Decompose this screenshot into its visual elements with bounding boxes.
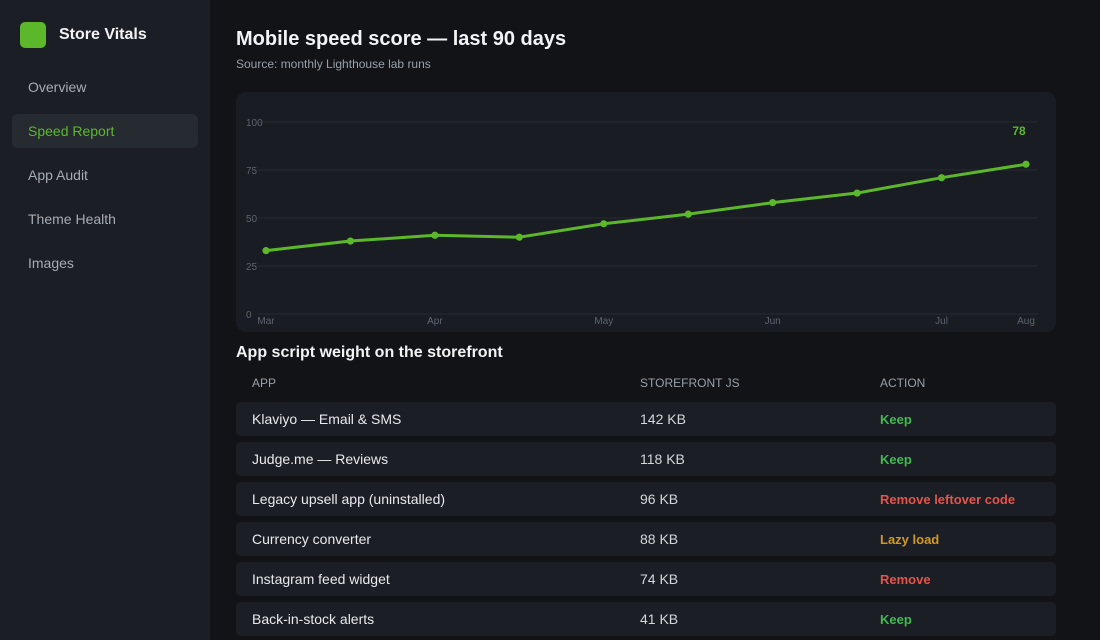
storefront-js-cell: 96 KB <box>640 491 679 507</box>
app-name-cell: Instagram feed widget <box>252 571 390 587</box>
action-cell[interactable]: Lazy load <box>880 532 940 547</box>
data-point <box>1022 160 1030 168</box>
page-subtitle: Source: monthly Lighthouse lab runs <box>236 57 431 71</box>
column-header-app: APP <box>252 376 277 390</box>
app-name-cell: Currency converter <box>252 531 372 547</box>
action-cell[interactable]: Keep <box>880 452 912 467</box>
sidebar-item-speed-report[interactable]: Speed Report <box>12 114 198 148</box>
app-name-cell: Judge.me — Reviews <box>252 451 389 467</box>
data-point <box>769 199 777 207</box>
x-tick-label: Apr <box>427 316 443 327</box>
y-tick-label: 100 <box>246 118 263 129</box>
app-name-cell: Klaviyo — Email & SMS <box>252 411 402 427</box>
page-title: Mobile speed score — last 90 days <box>236 28 567 50</box>
table-row[interactable]: Currency converter 88 KB Lazy load <box>236 522 1056 556</box>
table-header: APP STOREFRONT JS ACTION <box>236 376 1056 392</box>
data-point <box>600 220 608 228</box>
table-row[interactable]: Klaviyo — Email & SMS 142 KB Keep <box>236 402 1056 436</box>
sidebar-nav: Overview Speed Report App Audit Theme He… <box>12 70 198 290</box>
storefront-js-cell: 142 KB <box>640 411 686 427</box>
app-script-section-title: App script weight on the storefront <box>236 344 503 361</box>
app-table-body: Klaviyo — Email & SMS 142 KB Keep Judge.me … <box>236 402 1056 640</box>
app-name-cell: Legacy upsell app (uninstalled) <box>252 491 446 507</box>
table-row[interactable]: Judge.me — Reviews 118 KB Keep <box>236 442 1056 476</box>
action-cell[interactable]: Remove leftover code <box>880 492 1016 507</box>
data-point <box>684 210 692 218</box>
chart-svg: 0 25 50 75 100 Mar Apr May Jun Jul Aug 78 <box>246 118 1038 327</box>
sidebar-item-theme-health[interactable]: Theme Health <box>28 211 116 227</box>
x-tick-label: Mar <box>257 316 275 327</box>
data-point <box>937 174 946 182</box>
y-tick-label: 75 <box>246 166 258 177</box>
storefront-js-cell: 118 KB <box>640 451 685 467</box>
column-header-storefront-js: STOREFRONT JS <box>640 376 740 390</box>
storefront-js-cell: 88 KB <box>640 531 679 547</box>
column-header-action: ACTION <box>880 376 926 390</box>
speed-score-line <box>264 162 1028 253</box>
action-cell[interactable]: Remove <box>880 572 931 587</box>
x-tick-label: Aug <box>1017 316 1035 327</box>
app-name-cell: Back-in-stock alerts <box>252 611 375 627</box>
data-point <box>431 231 439 239</box>
data-point <box>853 189 861 197</box>
sidebar-item-app-audit[interactable]: App Audit <box>28 167 88 183</box>
table-row[interactable]: Instagram feed widget 74 KB Remove <box>236 562 1056 596</box>
speed-score-chart: 0 25 50 75 100 Mar Apr May Jun Jul Aug 78 <box>236 92 1056 332</box>
table-row[interactable]: Legacy upsell app (uninstalled) 96 KB Remo… <box>236 482 1056 516</box>
data-point <box>515 233 523 241</box>
x-tick-label: Jun <box>765 316 781 327</box>
y-tick-label: 0 <box>246 310 252 321</box>
data-point <box>346 237 355 245</box>
app-name: Store Vitals <box>59 26 147 43</box>
action-cell[interactable]: Keep <box>880 612 912 627</box>
y-tick-label: 25 <box>246 262 258 273</box>
storefront-js-cell: 41 KB <box>640 611 679 627</box>
y-tick-label: 50 <box>246 214 258 225</box>
sidebar: Store Vitals Overview Speed Report App A… <box>0 0 210 640</box>
sidebar-item-images[interactable]: Images <box>28 255 74 271</box>
storefront-js-cell: 74 KB <box>640 571 679 587</box>
x-tick-label: May <box>594 316 613 327</box>
table-row[interactable]: Back-in-stock alerts 41 KB Keep <box>236 602 1056 636</box>
last-value-label: 78 <box>1012 124 1026 138</box>
brand[interactable]: Store Vitals <box>20 22 147 48</box>
sidebar-item-overview[interactable]: Overview <box>28 79 87 95</box>
data-point <box>262 247 270 255</box>
x-tick-label: Jul <box>935 316 948 327</box>
store-logo-icon <box>20 22 46 48</box>
action-cell[interactable]: Keep <box>880 412 912 427</box>
